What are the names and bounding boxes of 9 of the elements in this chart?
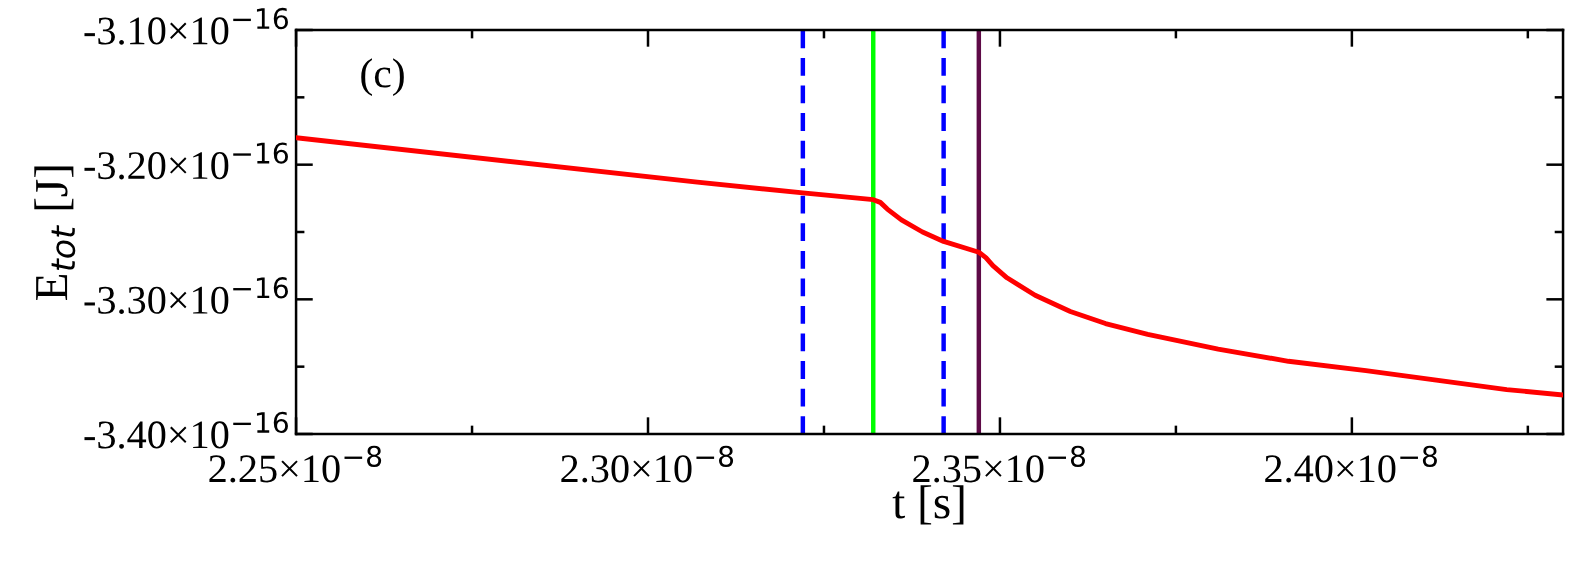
x-tick-label: 2.35×10$^{−8}$ [913,445,1086,483]
y-tick-label: -3.20×10$^{−16}$ [84,142,288,180]
annotation: (c) [361,58,404,97]
x-axis-title: t [s] [892,485,964,525]
x-tick-label: 2.40×10$^{−8}$ [1265,445,1437,483]
y-axis-title: E$_{tot}$ [J] [34,166,76,301]
y-tick-label: -3.10×10$^{−16}$ [84,7,288,45]
x-tick-label: 2.30×10$^{−8}$ [561,445,734,483]
y-tick-label: -3.30×10$^{−16}$ [84,277,288,315]
